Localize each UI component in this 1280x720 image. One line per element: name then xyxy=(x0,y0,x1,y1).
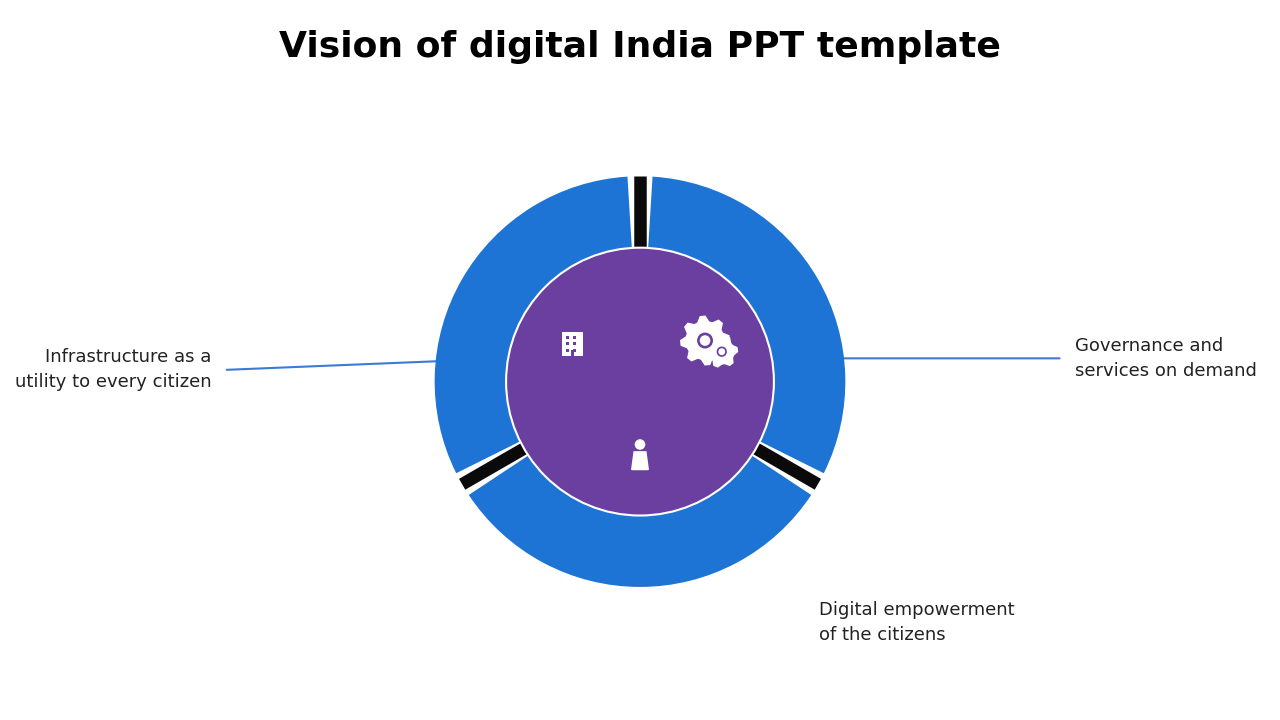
Bar xyxy=(562,332,584,356)
Bar xyxy=(572,342,576,346)
Bar xyxy=(566,349,570,352)
Wedge shape xyxy=(648,176,845,473)
Circle shape xyxy=(506,248,774,516)
Circle shape xyxy=(718,348,726,355)
Text: Governance and
services on demand: Governance and services on demand xyxy=(1075,337,1257,380)
Circle shape xyxy=(698,333,713,348)
Bar xyxy=(566,329,570,332)
Polygon shape xyxy=(632,452,648,469)
Bar xyxy=(572,336,576,338)
Wedge shape xyxy=(435,176,632,473)
Text: Vision of digital India PPT template: Vision of digital India PPT template xyxy=(279,30,1001,64)
Bar xyxy=(572,349,576,352)
Circle shape xyxy=(700,336,710,346)
Bar xyxy=(566,342,570,346)
Bar xyxy=(566,336,570,338)
Wedge shape xyxy=(468,456,812,587)
Text: Digital empowerment
of the citizens: Digital empowerment of the citizens xyxy=(819,601,1015,644)
Polygon shape xyxy=(681,316,730,365)
Bar xyxy=(572,329,576,332)
Circle shape xyxy=(717,346,727,357)
Text: Infrastructure as a
utility to every citizen: Infrastructure as a utility to every cit… xyxy=(14,348,211,392)
Circle shape xyxy=(506,248,774,516)
Polygon shape xyxy=(707,336,737,367)
Circle shape xyxy=(635,439,645,450)
Bar xyxy=(571,350,575,356)
